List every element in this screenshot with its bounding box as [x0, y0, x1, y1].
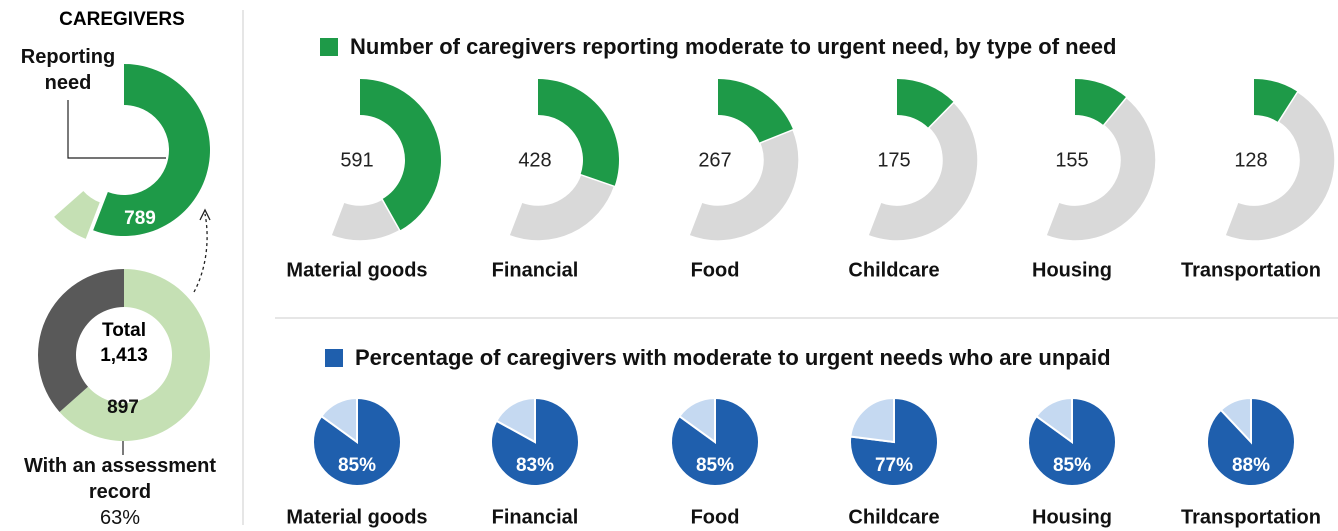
other-arc — [38, 269, 124, 412]
need-arc — [360, 79, 441, 231]
value-label: 88% — [1232, 455, 1270, 476]
rest-arc — [507, 173, 616, 242]
value-label: 85% — [1053, 455, 1091, 476]
pie-rest — [1035, 396, 1073, 444]
rest-arc — [687, 128, 800, 242]
pie-rest — [320, 396, 358, 444]
total-value: 1,413 — [100, 345, 148, 366]
value-label: 175 — [877, 149, 910, 171]
category-label: Transportation — [1181, 259, 1321, 281]
chart-title: Percentage of caregivers with moderate t… — [355, 345, 1111, 370]
assessment-value: 897 — [107, 397, 139, 418]
need-arc — [93, 64, 210, 236]
arrow — [193, 213, 208, 293]
category-label: Material goods — [286, 506, 427, 528]
pie-slice — [849, 396, 939, 487]
value-label: 83% — [516, 455, 554, 476]
chart-title: Number of caregivers reporting moderate … — [350, 34, 1116, 59]
need-value: 789 — [124, 208, 156, 229]
pie-rest — [849, 396, 895, 444]
value-label: 591 — [340, 149, 373, 171]
legend-swatch — [325, 349, 343, 367]
category-label: Childcare — [848, 506, 939, 528]
category-label: Childcare — [848, 259, 939, 281]
assessment-arc — [59, 269, 211, 441]
need-arc — [538, 79, 619, 187]
pie-slice — [490, 396, 580, 487]
rest-arc — [1223, 90, 1336, 242]
need-arc — [1075, 79, 1127, 126]
category-label: Food — [691, 506, 740, 528]
rest-arc — [866, 101, 979, 242]
category-label: Transportation — [1181, 506, 1321, 528]
pie-rest — [1219, 396, 1252, 445]
value-label: 155 — [1055, 149, 1088, 171]
category-label: Housing — [1032, 506, 1112, 528]
category-label: Food — [691, 259, 740, 281]
assessment-rest-arc — [51, 188, 103, 242]
total-label: Total — [102, 320, 146, 341]
need-label: Reporting need — [20, 46, 116, 94]
value-label: 428 — [518, 149, 551, 171]
assessment-label: With an assessment record — [23, 455, 217, 503]
arrow-head — [199, 208, 211, 221]
category-label: Financial — [492, 506, 579, 528]
category-label: Financial — [492, 259, 579, 281]
value-label: 77% — [875, 455, 913, 476]
category-label: Material goods — [286, 259, 427, 281]
pie-rest — [495, 396, 536, 444]
value-label: 267 — [698, 149, 731, 171]
legend-swatch — [320, 38, 338, 56]
rest-arc — [1044, 96, 1157, 242]
category-label: Housing — [1032, 259, 1112, 281]
left-title: CAREGIVERS — [59, 9, 185, 30]
need-arc — [1254, 79, 1298, 123]
assessment-percent: 63% — [99, 507, 141, 529]
value-label: 85% — [696, 455, 734, 476]
need-arc — [718, 79, 794, 144]
leader-line — [67, 100, 166, 159]
value-label: 85% — [338, 455, 376, 476]
pie-rest — [678, 396, 716, 444]
value-label: 128 — [1234, 149, 1267, 171]
rest-arc — [329, 198, 401, 242]
